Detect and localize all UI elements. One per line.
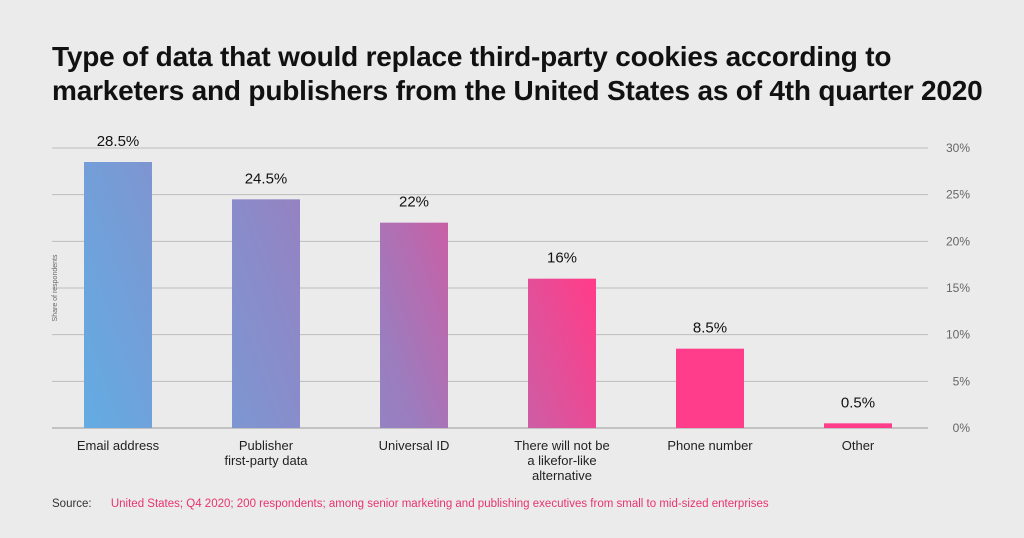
x-tick-label: There will not be a likefor-like alternati…: [514, 438, 609, 483]
x-tick-label: Publisher first-party data: [224, 438, 308, 468]
bar: [824, 423, 892, 428]
data-label: 28.5%: [97, 133, 140, 150]
y-tick-label: 25%: [946, 188, 970, 202]
bar: [676, 348, 744, 428]
bar: [232, 199, 300, 428]
data-labels: 28.5% 24.5% 22% 16% 8.5% 0.5%: [97, 133, 875, 411]
y-axis-label: Share of respondents: [52, 254, 59, 321]
x-tick-label: Phone number: [667, 438, 753, 453]
data-label: 8.5%: [693, 320, 727, 337]
y-tick-label: 0%: [953, 421, 971, 435]
data-label: 16%: [547, 250, 577, 267]
source-label: Source:: [52, 498, 92, 510]
y-tick-label: 10%: [946, 328, 970, 342]
gridlines: [52, 147, 928, 429]
data-label: 0.5%: [841, 394, 875, 411]
bar: [528, 278, 596, 428]
data-label: 24.5%: [245, 170, 288, 187]
data-label: 22%: [399, 194, 429, 211]
y-tick-labels: 0% 5% 10% 15% 20% 25% 30%: [946, 141, 970, 435]
y-tick-label: 5%: [953, 374, 971, 388]
y-tick-label: 15%: [946, 281, 970, 295]
chart-title: Type of data that would replace third-pa…: [52, 41, 983, 106]
source-note: Source: United States; Q4 2020; 200 resp…: [52, 498, 769, 510]
y-tick-label: 20%: [946, 234, 970, 248]
bar: [84, 162, 152, 428]
x-tick-labels: Email address Publisher first-party data Un…: [77, 438, 875, 483]
source-text: United States; Q4 2020; 200 respondents;…: [110, 498, 769, 510]
bars: [84, 162, 892, 428]
bar: [380, 222, 448, 428]
x-tick-label: Email address: [77, 438, 160, 453]
y-tick-label: 30%: [946, 141, 970, 155]
x-tick-label: Other: [842, 438, 875, 453]
x-tick-label: Universal ID: [379, 438, 450, 453]
